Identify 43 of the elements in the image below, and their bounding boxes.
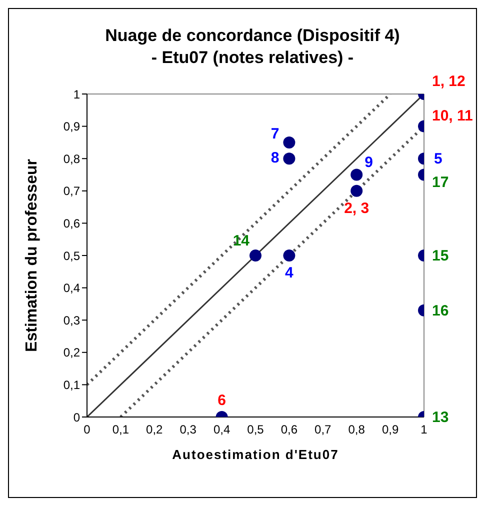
x-tick-label: 0,6 <box>280 422 298 437</box>
annotation: 9 <box>364 154 373 171</box>
annotation: 6 <box>218 392 226 409</box>
annotation: 2, 3 <box>344 200 370 217</box>
annotation: 15 <box>432 248 449 264</box>
y-tick-label: 0 <box>73 410 80 424</box>
x-tick-label: 0,1 <box>112 422 130 437</box>
annotation: 5 <box>434 150 442 168</box>
y-tick-label: 0,1 <box>63 378 80 392</box>
annotation: 4 <box>285 264 294 282</box>
annotation: 7 <box>270 125 280 142</box>
x-tick-label: 0,4 <box>213 422 230 437</box>
y-tick-label: 0,5 <box>63 248 80 263</box>
annotation: 10, 11 <box>432 107 473 124</box>
y-tick-label: 0,9 <box>63 120 80 134</box>
y-tick-label: 0,3 <box>63 313 80 328</box>
x-tick-label: 0,2 <box>146 422 164 437</box>
point <box>283 250 296 262</box>
point <box>283 136 296 148</box>
x-tick-label: 0,7 <box>314 422 332 437</box>
y-tick-label: 0,6 <box>63 216 80 230</box>
chart-title: Nuage de concordance (Dispositif 4) <box>104 25 401 47</box>
x-tick-label: 0,9 <box>382 422 399 437</box>
x-tick-label: 0 <box>84 422 91 437</box>
y-tick-label: 0,7 <box>63 184 80 198</box>
x-axis-title: Autoestimation d'Etu07 <box>172 447 339 462</box>
chart-subtitle: - Etu07 (notes relatives) - <box>150 47 355 69</box>
y-axis-title: Estimation du professeur <box>24 159 41 352</box>
annotation: 17 <box>432 174 449 191</box>
annotation: 16 <box>432 302 449 320</box>
annotation: 1, 12 <box>432 73 466 90</box>
y-tick-label: 0,2 <box>63 346 80 360</box>
annotation: 8 <box>270 150 280 167</box>
x-tick-label: 0,8 <box>348 422 366 437</box>
y-tick-label: 0,4 <box>63 281 80 296</box>
x-tick-label: 0,5 <box>247 422 264 437</box>
point <box>283 152 296 165</box>
x-tick-label: 0,3 <box>180 422 197 437</box>
x-tick-label: 1 <box>420 422 428 437</box>
y-tick-label: 0,8 <box>63 152 80 166</box>
annotation: 14 <box>232 232 250 250</box>
annotation: 13 <box>432 409 449 426</box>
y-tick-label: 1 <box>73 87 80 102</box>
